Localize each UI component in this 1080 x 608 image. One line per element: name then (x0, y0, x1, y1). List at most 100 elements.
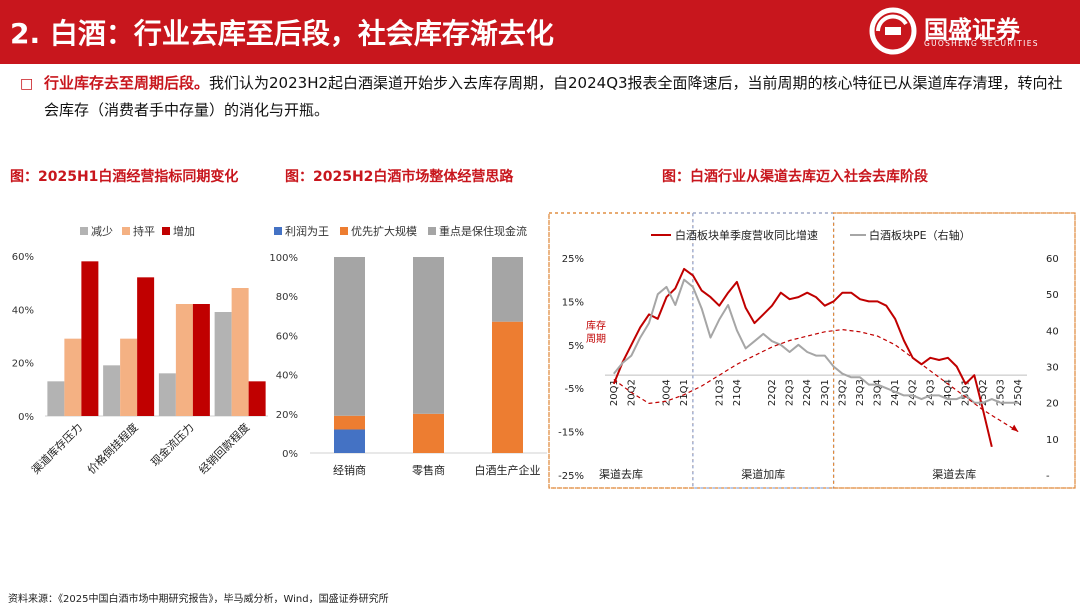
stacked-bar-segment (413, 413, 444, 453)
x-tick-label: 22Q3 (785, 379, 796, 406)
y-tick-label: 0% (18, 412, 34, 423)
left-y-tick-label: -5% (565, 384, 584, 395)
intro-paragraph: 行业库存去至周期后段。我们认为2023H2起白酒渠道开始步入去库存周期，自202… (44, 70, 1074, 124)
x-tick-label: 21Q1 (679, 379, 690, 406)
y-tick-label: 100% (269, 253, 298, 264)
legend-label: 重点是保住现金流 (439, 224, 527, 238)
left-y-tick-label: -25% (558, 471, 584, 482)
bar (214, 312, 232, 416)
legend-label: 优先扩大规模 (351, 224, 417, 238)
y-tick-label: 20% (12, 359, 34, 370)
bar (137, 277, 155, 416)
x-tick-label: 23Q1 (820, 379, 831, 406)
stacked-bar-segment (413, 257, 444, 414)
inventory-cycle-line (613, 328, 1019, 433)
bar (81, 261, 99, 416)
right-y-tick-label: 50 (1046, 290, 1059, 301)
logo-subtitle: GUOSHENG SECURITIES (924, 39, 1039, 48)
bar (103, 365, 121, 416)
legend-label: 白酒板块单季度营收同比增速 (675, 228, 818, 242)
x-tick-label: 25Q4 (1013, 379, 1024, 406)
legend-label: 减少 (91, 225, 113, 238)
bar (47, 381, 65, 416)
legend-swatch (80, 227, 88, 235)
bar (158, 373, 176, 416)
legend-swatch (340, 227, 348, 235)
x-tick-label: 24Q4 (943, 379, 954, 406)
x-tick-label: 25Q2 (978, 379, 989, 406)
x-tick-label: 25Q1 (960, 379, 971, 406)
bar (64, 338, 82, 416)
x-tick-label: 23Q4 (873, 379, 884, 406)
bar (192, 304, 210, 416)
guosheng-logo-icon (869, 7, 917, 55)
phase-label: 渠道去库 (932, 467, 976, 481)
right-y-tick-label: 20 (1046, 399, 1059, 410)
revenue-growth-line (612, 267, 993, 448)
x-tick-label: 23Q2 (837, 379, 848, 406)
chart1-indicators-bar-chart: 减少 持平 增加 0% 20% 40% 60% 渠道库存压力 价格倒挂程度 现金流压力 经销回款程度 (12, 224, 268, 477)
x-tick-label: 20Q4 (662, 379, 673, 406)
x-tick-label: 21Q4 (732, 379, 743, 406)
phase-box (832, 212, 1076, 489)
cycle-annotation: 周期 (586, 333, 606, 345)
left-y-tick-label: 25% (562, 254, 584, 265)
x-tick-label: 现金流压力 (148, 420, 197, 469)
stacked-bar-segment (334, 257, 365, 416)
company-logo: 国盛证券 GUOSHENG SECURITIES (868, 6, 1068, 56)
y-tick-label: 0% (282, 449, 298, 460)
x-tick-label: 25Q3 (996, 379, 1007, 406)
right-y-tick-label: 30 (1046, 363, 1059, 374)
right-y-tick-label: - (1046, 471, 1050, 482)
cycle-annotation: 库存 (586, 319, 606, 332)
y-tick-label: 80% (276, 292, 298, 303)
y-tick-label: 60% (276, 331, 298, 342)
x-tick-label: 20Q1 (609, 379, 620, 406)
chart1-title: 图：2025H1白酒经营指标同期变化 (10, 169, 239, 185)
x-tick-label: 零售商 (412, 463, 445, 477)
phase-box (692, 212, 835, 489)
legend-label: 白酒板块PE（右轴） (869, 228, 971, 242)
stacked-bar-segment (334, 415, 365, 430)
bar (231, 288, 249, 416)
x-tick-label: 24Q3 (925, 379, 936, 406)
legend-swatch (122, 227, 130, 235)
left-y-tick-label: 15% (562, 297, 584, 308)
x-tick-label: 23Q3 (855, 379, 866, 406)
legend-swatch (274, 227, 282, 235)
right-y-tick-label: 40 (1046, 326, 1059, 337)
y-tick-label: 20% (276, 410, 298, 421)
legend-label: 利润为王 (285, 224, 329, 238)
legend-label: 增加 (173, 224, 195, 238)
logo-name: 国盛证券 (924, 16, 1020, 44)
left-y-tick-label: -15% (558, 428, 584, 439)
header-bar: 2. 白酒：行业去库至后段，社会库存渐去化 国盛证券 GUOSHENG SECU… (0, 0, 1080, 64)
bar (120, 338, 138, 416)
chart3-title: 图：白酒行业从渠道去库迈入社会去库阶段 (662, 169, 928, 185)
x-tick-label: 白酒生产企业 (475, 463, 541, 477)
right-y-tick-label: 10 (1046, 435, 1059, 446)
pe-line (613, 278, 1019, 404)
x-tick-label: 渠道库存压力 (28, 420, 85, 477)
x-tick-label: 22Q2 (767, 379, 778, 406)
phase-label: 渠道加库 (741, 467, 785, 481)
x-tick-label: 22Q4 (802, 379, 813, 406)
cycle-arrow-icon (1011, 424, 1019, 432)
page-title: 2. 白酒：行业去库至后段，社会库存渐去化 (10, 17, 554, 50)
bar (248, 381, 266, 416)
left-y-tick-label: 5% (568, 341, 584, 352)
x-tick-label: 24Q2 (908, 379, 919, 406)
stacked-bar-segment (492, 321, 523, 453)
chart2-strategy-stacked-chart: 利润为王 优先扩大规模 重点是保住现金流 0% 20% 40% 60% 80% 100% 经销商 零… (269, 224, 547, 477)
stacked-bar-segment (492, 257, 523, 322)
intro-text: 我们认为2023H2起白酒渠道开始步入去库存周期，自2024Q3报表全面降速后，… (44, 74, 1063, 119)
legend-swatch (428, 227, 436, 235)
y-tick-label: 60% (12, 252, 34, 263)
x-tick-label: 经销商 (333, 463, 366, 477)
source-note: 资料来源：《2025中国白酒市场中期研究报告》，毕马威分析，Wind，国盛证券研… (8, 594, 389, 605)
chart-frame (548, 212, 1076, 489)
phase-label: 渠道去库 (599, 467, 643, 481)
legend-label: 持平 (133, 224, 155, 238)
square-bullet-icon: □ (20, 76, 34, 92)
